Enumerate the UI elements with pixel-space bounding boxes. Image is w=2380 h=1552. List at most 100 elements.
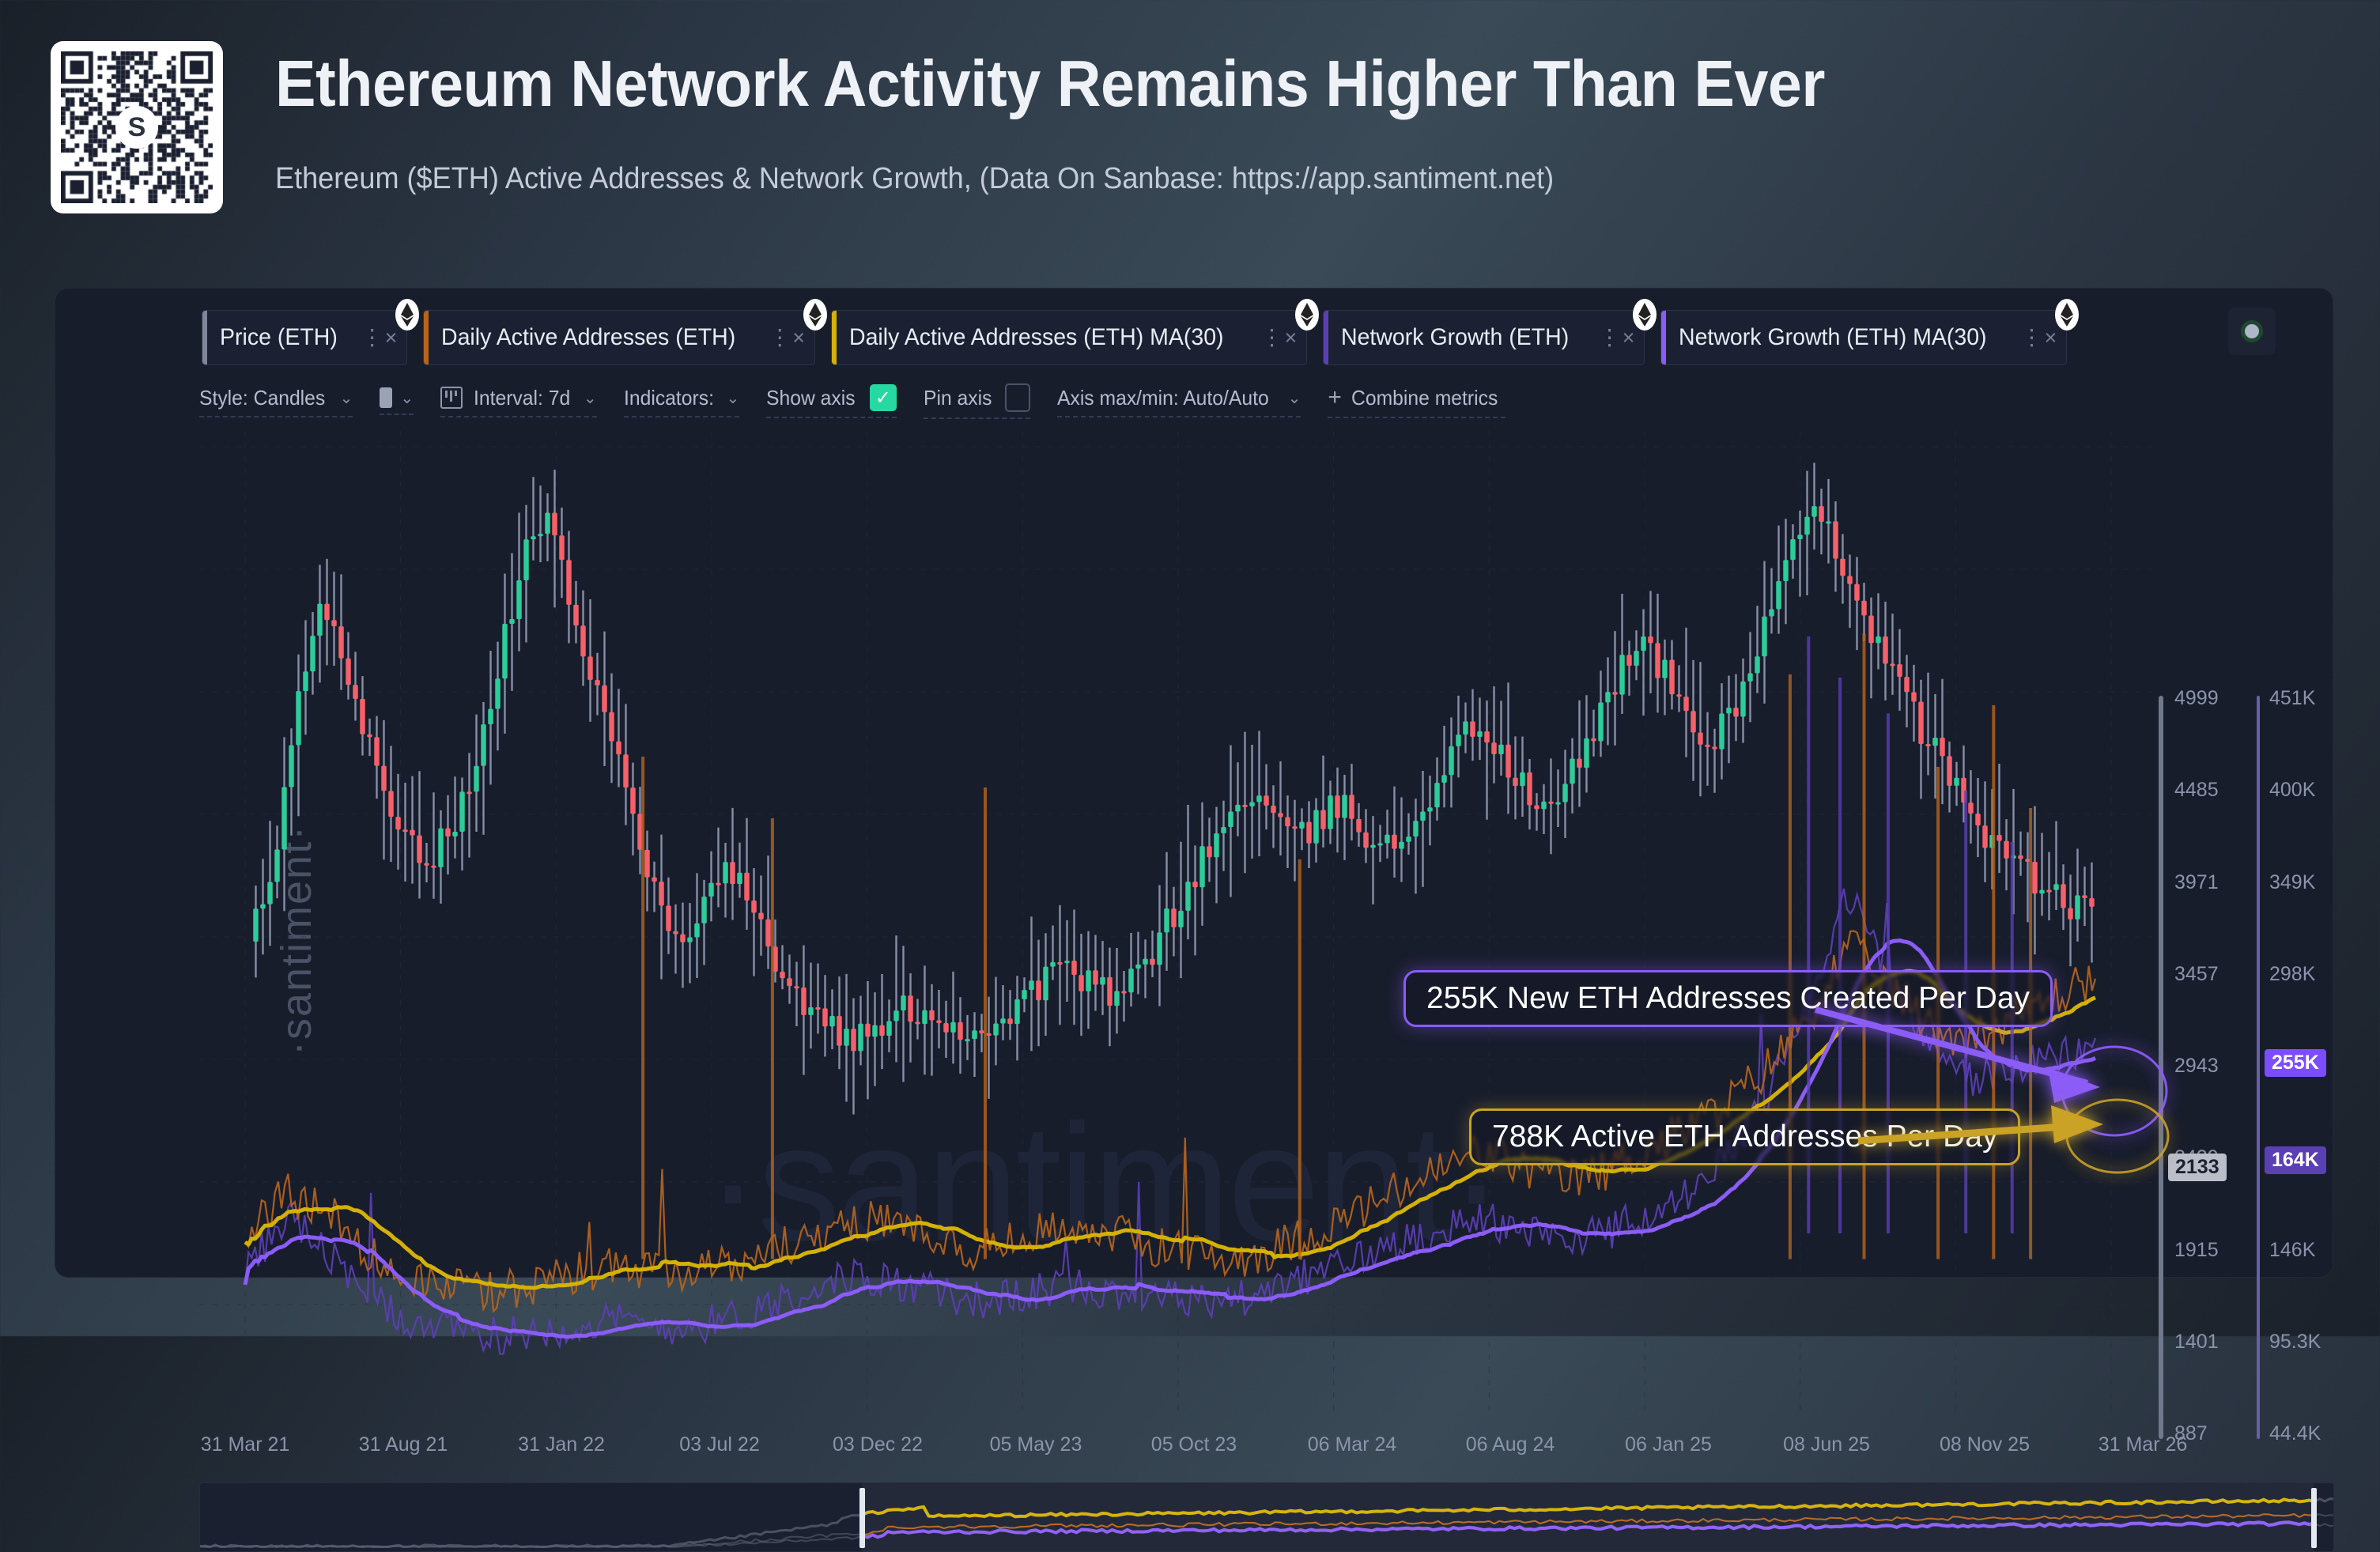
metric-color-bar	[1661, 311, 1667, 364]
x-axis-tick: 05 May 23	[989, 1433, 1082, 1456]
left-axis-tick: 1915	[2174, 1238, 2219, 1261]
x-axis-tick: 06 Aug 24	[1465, 1433, 1555, 1456]
right-axis-tick: 44.4K	[2269, 1422, 2321, 1444]
chevron-down-icon: ⌄	[1287, 389, 1301, 407]
x-axis-tick: 03 Jul 22	[679, 1433, 760, 1456]
chevron-down-icon: ⌄	[583, 389, 597, 407]
metric-tab-label: Network Growth (ETH)	[1341, 324, 1570, 350]
show-axis-toggle[interactable]: Show axis ✓	[766, 384, 897, 418]
x-axis-tick: 08 Nov 25	[1940, 1433, 2030, 1456]
metric-menu-icon[interactable]: ⋮	[1260, 325, 1283, 350]
left-axis-current-value: 2133	[2168, 1154, 2227, 1181]
metric-menu-icon[interactable]: ⋮	[1598, 325, 1621, 350]
chart-panel: Price (ETH) ⋮ × Daily Active Addresses (ETH…	[55, 289, 2334, 1552]
x-axis-tick: 31 Mar 21	[200, 1433, 290, 1456]
right-axis-marker-1: 164K	[2265, 1146, 2326, 1174]
combine-metrics-button[interactable]: + Combine metrics	[1328, 384, 1505, 418]
right-axis-marker-0: 255K	[2265, 1049, 2326, 1077]
metric-menu-icon[interactable]: ⋮	[2020, 325, 2043, 350]
metric-color-bar	[832, 311, 837, 364]
metric-color-bar	[424, 311, 429, 364]
chevron-down-icon: ⌄	[400, 389, 414, 407]
metric-tab-0[interactable]: Price (ETH) ⋮ ×	[202, 299, 420, 365]
right-axis-tick: 349K	[2269, 870, 2316, 893]
metric-tab-3[interactable]: Network Growth (ETH) ⋮ ×	[1323, 299, 1657, 365]
left-axis-tick: 3457	[2174, 962, 2219, 985]
x-axis-tick: 06 Mar 24	[1307, 1433, 1397, 1456]
qr-code-bitmap: S	[61, 51, 213, 203]
santiment-logo: S	[115, 106, 158, 149]
right-axis-tick: 451K	[2269, 687, 2316, 709]
status-indicator-button[interactable]	[2228, 308, 2276, 355]
metric-tabs: Price (ETH) ⋮ × Daily Active Addresses (ETH…	[202, 299, 2083, 366]
annotation-network-growth: 255K New ETH Addresses Created Per Day	[1403, 970, 2053, 1027]
right-axis-tick: 146K	[2269, 1238, 2316, 1261]
interval-selector[interactable]: Interval: 7d ⌄	[440, 386, 598, 417]
page-title: Ethereum Network Activity Remains Higher…	[275, 47, 1825, 120]
metric-close-icon[interactable]: ×	[792, 325, 806, 349]
metric-close-icon[interactable]: ×	[1284, 325, 1298, 349]
metric-tab-2[interactable]: Daily Active Addresses (ETH) MA(30) ⋮ ×	[831, 299, 1320, 365]
chevron-down-icon: ⌄	[339, 389, 353, 407]
metric-close-icon[interactable]: ×	[2044, 325, 2057, 349]
left-axis-tick: 4485	[2174, 779, 2219, 802]
metric-tab-label: Daily Active Addresses (ETH) MA(30)	[849, 324, 1224, 350]
right-axis-tick: 298K	[2269, 962, 2316, 985]
left-axis-tick: 1401	[2174, 1330, 2219, 1353]
x-axis-tick: 31 Aug 21	[358, 1433, 448, 1456]
axis-minmax-selector[interactable]: Axis max/min: Auto/Auto ⌄	[1056, 385, 1301, 417]
metric-tab-4[interactable]: Network Growth (ETH) MA(30) ⋮ ×	[1660, 299, 2080, 365]
metric-menu-icon[interactable]: ⋮	[361, 325, 383, 350]
x-axis-tick: 08 Jun 25	[1783, 1433, 1870, 1456]
plus-icon: +	[1328, 384, 1342, 410]
checkbox-unchecked-icon[interactable]	[1004, 383, 1030, 412]
right-axis-tick: 400K	[2269, 779, 2316, 802]
chart-toolbar: Style: Candles ⌄ ⌄ Interval: 7d ⌄ Indica…	[199, 380, 1532, 419]
candles-icon	[440, 387, 463, 409]
eth-diamond-icon	[2053, 298, 2080, 331]
page-header: S Ethereum Network Activity Remains High…	[0, 0, 2380, 281]
style-selector[interactable]: Style: Candles ⌄	[199, 385, 353, 417]
metric-color-bar	[1324, 311, 1329, 364]
x-axis-tick: 31 Jan 22	[518, 1433, 605, 1456]
x-axis-tick: 03 Dec 22	[833, 1433, 923, 1456]
pin-axis-toggle[interactable]: Pin axis	[923, 383, 1030, 419]
metric-tab-label: Network Growth (ETH) MA(30)	[1679, 324, 1988, 350]
checkbox-checked-icon[interactable]: ✓	[869, 384, 897, 411]
chart-plot-area[interactable]: ·santiment· ·santiment·	[199, 431, 2152, 1423]
annotation-active-addresses: 788K Active ETH Addresses Per Day	[1469, 1108, 2021, 1165]
left-axis-tick: 2943	[2174, 1055, 2219, 1077]
x-axis-tick: 06 Jan 25	[1625, 1433, 1712, 1456]
eth-diamond-icon	[1294, 298, 1320, 331]
chart-canvas-wrap	[199, 431, 2152, 1411]
minimap-handle-left[interactable]	[859, 1488, 865, 1548]
metric-tab-label: Price (ETH)	[220, 324, 338, 350]
eth-diamond-icon	[394, 298, 421, 331]
left-axis-tick: 4999	[2174, 687, 2219, 709]
chart-minimap[interactable]	[199, 1482, 2334, 1552]
metric-close-icon[interactable]: ×	[384, 325, 398, 349]
color-swatch-icon	[380, 387, 393, 408]
status-dot-icon	[2241, 320, 2263, 342]
minimap-selection[interactable]	[862, 1483, 2314, 1551]
qr-code[interactable]: S	[51, 41, 223, 213]
left-axis-line	[2159, 696, 2163, 1439]
metric-tab-label: Daily Active Addresses (ETH)	[441, 324, 736, 350]
metric-tab-1[interactable]: Daily Active Addresses (ETH) ⋮ ×	[423, 299, 828, 365]
minimap-handle-right[interactable]	[2311, 1488, 2317, 1548]
x-axis-tick: 05 Oct 23	[1150, 1433, 1237, 1456]
eth-diamond-icon	[1631, 298, 1658, 331]
metric-color-bar	[202, 311, 207, 364]
chevron-down-icon: ⌄	[726, 389, 740, 407]
metric-menu-icon[interactable]: ⋮	[769, 325, 791, 350]
chart-svg	[199, 431, 2152, 1411]
right-axis-tick: 95.3K	[2269, 1330, 2321, 1353]
color-selector[interactable]: ⌄	[380, 387, 414, 415]
right-axis-line	[2257, 696, 2260, 1439]
indicators-selector[interactable]: Indicators: ⌄	[623, 385, 740, 417]
metric-close-icon[interactable]: ×	[1622, 325, 1635, 349]
page-subtitle: Ethereum ($ETH) Active Addresses & Netwo…	[275, 162, 1555, 195]
left-axis-tick: 3971	[2174, 870, 2219, 893]
eth-diamond-icon	[802, 298, 829, 331]
x-axis-tick: 31 Mar 26	[2098, 1433, 2188, 1456]
